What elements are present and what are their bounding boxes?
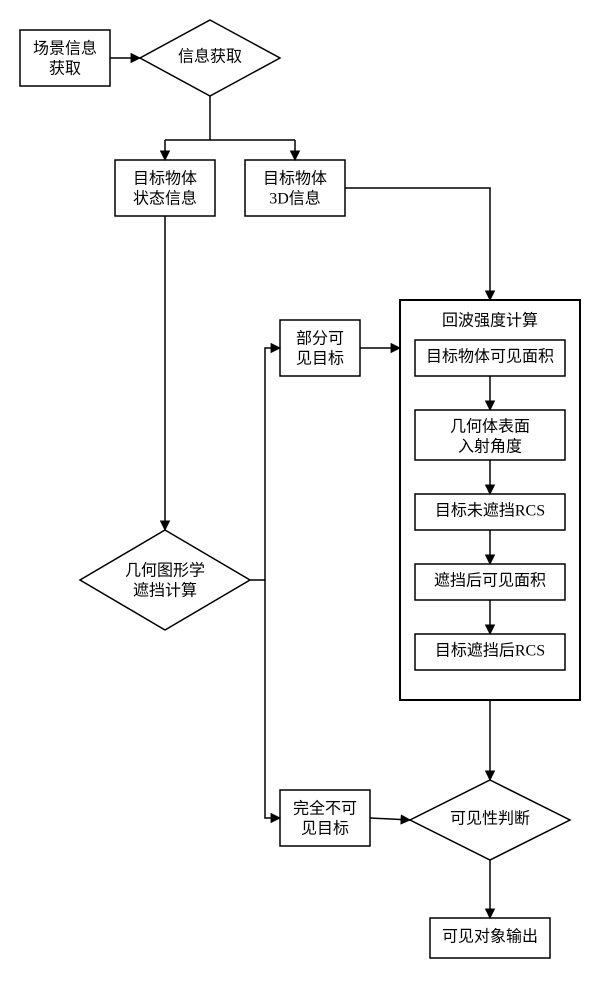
edge-geom-invisible: [265, 580, 280, 818]
echo-title-label: 回波强度计算: [442, 311, 538, 330]
node-state-info: 目标物体 状态信息: [115, 160, 215, 216]
rcs-occ-label: 目标遮挡后RCS: [435, 642, 545, 660]
edge-invisible-judge: [370, 818, 410, 820]
state-info-label-1: 目标物体: [133, 170, 197, 188]
3d-info-label-1: 目标物体: [263, 170, 327, 188]
partial-label-1: 部分可: [296, 330, 344, 348]
node-scene-info: 场景信息 获取: [20, 30, 110, 86]
node-partial: 部分可 见目标: [280, 320, 360, 376]
rcs-unocc-label: 目标未遮挡RCS: [435, 502, 545, 520]
invisible-label-1: 完全不可: [293, 800, 357, 818]
scene-info-label-2: 获取: [49, 60, 81, 78]
visible-area-label: 目标物体可见面积: [426, 348, 554, 366]
info-acq-label: 信息获取: [178, 48, 242, 66]
scene-info-label-1: 场景信息: [33, 40, 97, 58]
node-3d-info: 目标物体 3D信息: [245, 160, 345, 216]
vis-judge-label: 可见性判断: [450, 810, 530, 828]
invisible-label-2: 见目标: [301, 820, 349, 838]
incident-label-2: 入射角度: [458, 438, 522, 456]
node-output: 可见对象输出: [430, 918, 550, 958]
flowchart-canvas: 场景信息 获取 信息获取 目标物体 状态信息 目标物体 3D信息 几何图形学 遮…: [0, 0, 603, 1000]
edge-geom-partial: [250, 348, 280, 580]
incident-label-1: 几何体表面: [450, 418, 530, 436]
edge-3d-echo: [345, 188, 490, 300]
node-invisible: 完全不可 见目标: [280, 790, 370, 846]
3d-info-label-2: 3D信息: [269, 190, 321, 208]
output-label: 可见对象输出: [442, 928, 538, 946]
node-info-acq: 信息获取: [140, 20, 280, 96]
geom-occ-label-1: 几何图形学: [125, 562, 205, 580]
node-echo-container: 回波强度计算 目标物体可见面积 几何体表面 入射角度 目标未遮挡RCS 遮挡后可…: [400, 300, 580, 700]
node-geom-occ: 几何图形学 遮挡计算: [80, 530, 250, 630]
geom-occ-label-2: 遮挡计算: [133, 581, 197, 600]
partial-label-2: 见目标: [296, 350, 344, 368]
state-info-label-2: 状态信息: [133, 190, 197, 208]
occ-area-label: 遮挡后可见面积: [434, 572, 546, 590]
node-vis-judge: 可见性判断: [410, 780, 570, 860]
